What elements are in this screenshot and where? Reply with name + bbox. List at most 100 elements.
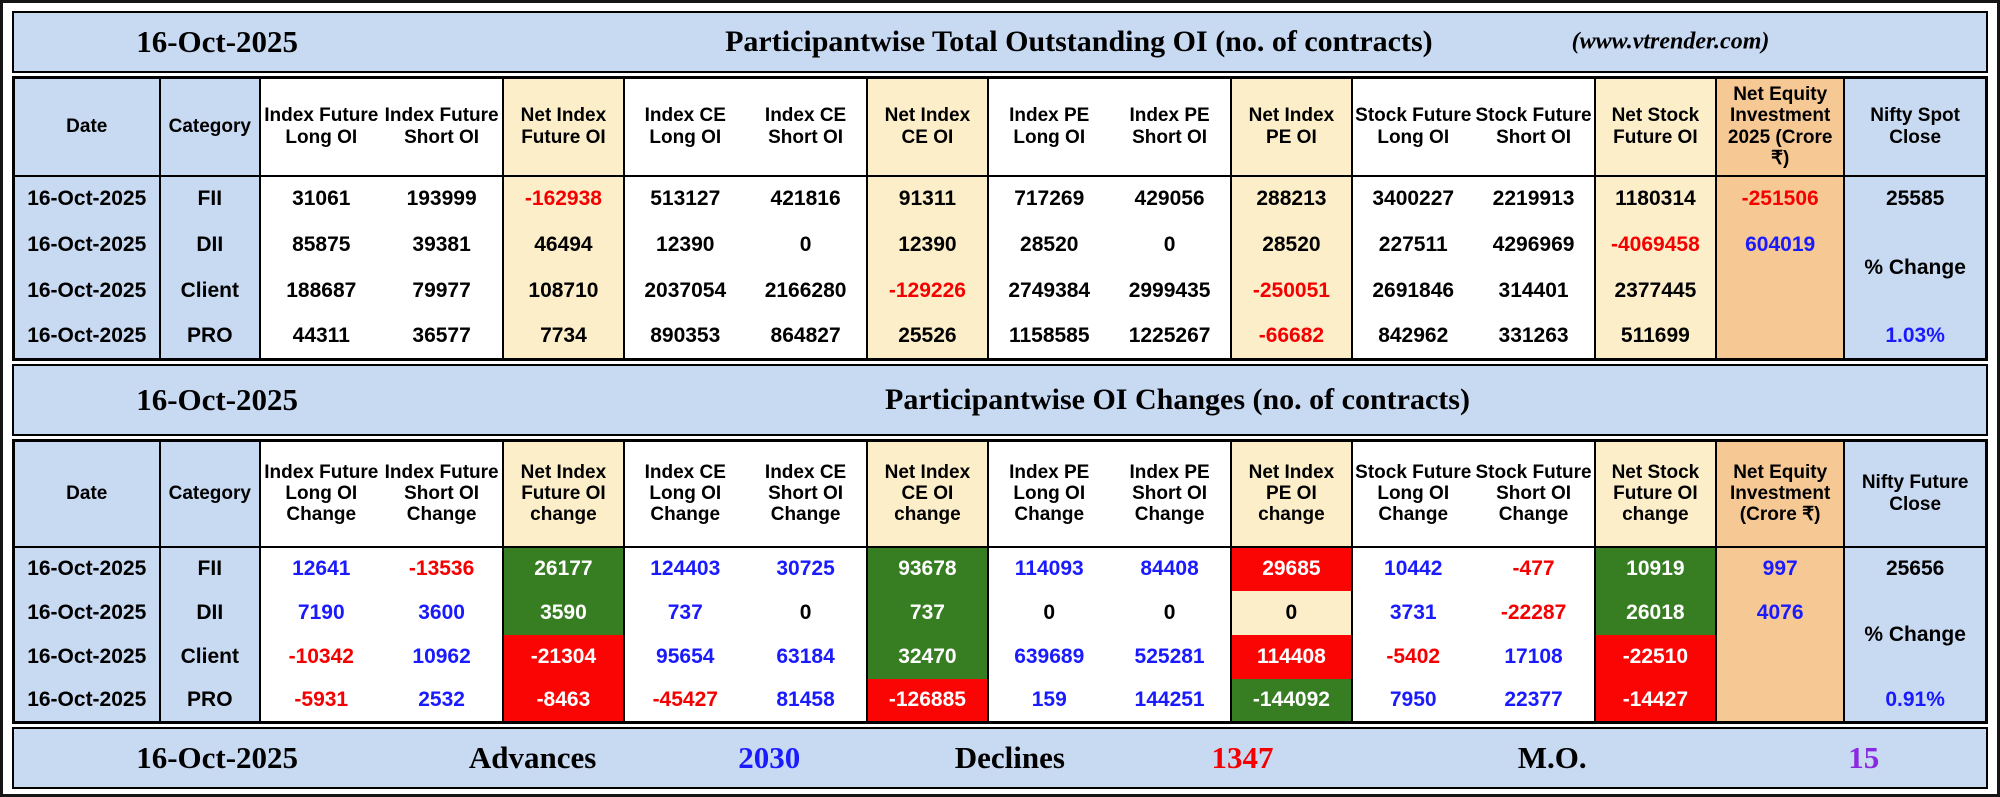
table-cell: -144092 bbox=[1229, 678, 1353, 723]
table-cell: 91311 bbox=[865, 175, 989, 222]
table-cell: 7950 bbox=[1351, 678, 1474, 723]
table-cell: 16-Oct-2025 bbox=[13, 221, 160, 268]
table-cell: FII bbox=[158, 546, 261, 591]
column-header: Net Stock Future OI bbox=[1593, 77, 1717, 177]
column-header: Category bbox=[158, 77, 261, 177]
table-cell: 114093 bbox=[987, 546, 1110, 591]
table-cell: 32470 bbox=[865, 634, 989, 679]
column-header: Net Index CE OI change bbox=[865, 440, 989, 548]
column-header: Index PE Long OI bbox=[987, 77, 1110, 177]
column-header: Index Future Short OI Change bbox=[381, 440, 503, 548]
mo-value: 15 bbox=[1848, 740, 1880, 775]
table-cell: 159 bbox=[987, 678, 1110, 723]
column-header: Index PE Short OI bbox=[1109, 77, 1231, 177]
column-header: Nifty Future Close bbox=[1843, 440, 1987, 548]
table-cell: 26177 bbox=[501, 546, 625, 591]
table-cell: 16-Oct-2025 bbox=[13, 634, 160, 679]
table-cell: -14427 bbox=[1593, 678, 1717, 723]
advances-value: 2030 bbox=[738, 740, 801, 775]
outstanding-oi-table: Date Category Index Future Long OI Index… bbox=[12, 76, 1988, 361]
table-cell: 3731 bbox=[1351, 590, 1474, 635]
column-header: Nifty Spot Close bbox=[1843, 77, 1987, 177]
table-cell: 0 bbox=[987, 590, 1110, 635]
table-row: 16-Oct-2025 PRO -5931 2532 -8463 -45427 … bbox=[13, 678, 1987, 723]
table-cell: -22510 bbox=[1593, 634, 1717, 679]
column-header: Index CE Long OI bbox=[623, 77, 746, 177]
table-cell: 114408 bbox=[1229, 634, 1353, 679]
table-cell: 16-Oct-2025 bbox=[13, 546, 160, 591]
table-cell: 28520 bbox=[1229, 221, 1353, 268]
table-cell: 28520 bbox=[987, 221, 1110, 268]
table-cell: 2532 bbox=[381, 678, 503, 723]
table-cell: 717269 bbox=[987, 175, 1110, 222]
table-cell: 0 bbox=[1229, 590, 1353, 635]
table-cell: DII bbox=[158, 590, 261, 635]
table-cell: -251506 bbox=[1715, 175, 1845, 222]
column-header: Stock Future Short OI Change bbox=[1473, 440, 1595, 548]
table-cell: 1158585 bbox=[987, 313, 1110, 360]
table-header-row: Date Category Index Future Long OI Index… bbox=[13, 77, 1987, 177]
table-cell: 525281 bbox=[1109, 634, 1231, 679]
table-cell: 12390 bbox=[865, 221, 989, 268]
table-cell: 2166280 bbox=[745, 267, 867, 314]
table-cell: -162938 bbox=[501, 175, 625, 222]
table-row: 16-Oct-2025 FII 31061 193999 -162938 513… bbox=[13, 175, 1987, 222]
column-header: Net Index PE OI bbox=[1229, 77, 1353, 177]
pct-change-value: 1.03% bbox=[1843, 313, 1987, 360]
table-cell: 108710 bbox=[501, 267, 625, 314]
table-cell: 31061 bbox=[259, 175, 382, 222]
report-date: 16-Oct-2025 bbox=[136, 24, 299, 59]
table-cell: 84408 bbox=[1109, 546, 1231, 591]
table-cell: Client bbox=[158, 634, 261, 679]
column-header: Index Future Long OI Change bbox=[259, 440, 382, 548]
report-date: 16-Oct-2025 bbox=[136, 382, 299, 417]
site-url: (www.vtrender.com) bbox=[1571, 28, 1770, 55]
changes-title: Participantwise OI Changes (no. of contr… bbox=[884, 383, 1470, 416]
column-header: Net Equity Investment (Crore ₹) bbox=[1715, 440, 1845, 548]
table-row: 16-Oct-2025 Client -10342 10962 -21304 9… bbox=[13, 634, 1987, 723]
table-cell: 2999435 bbox=[1109, 267, 1231, 314]
table-cell: 188687 bbox=[259, 267, 382, 314]
table-cell: DII bbox=[158, 221, 261, 268]
table-cell: 604019 bbox=[1715, 221, 1845, 268]
table-cell: 16-Oct-2025 bbox=[13, 590, 160, 635]
column-header: Net Index CE OI bbox=[865, 77, 989, 177]
table-cell: -22287 bbox=[1473, 590, 1595, 635]
table-cell: 95654 bbox=[623, 634, 746, 679]
table-cell: 3600 bbox=[381, 590, 503, 635]
mo-label: M.O. bbox=[1517, 740, 1587, 775]
pct-change-label: % Change bbox=[1843, 221, 1987, 314]
table-cell: 79977 bbox=[381, 267, 503, 314]
table-cell: 16-Oct-2025 bbox=[13, 678, 160, 723]
pct-change-value: 0.91% bbox=[1843, 678, 1987, 723]
table-cell: FII bbox=[158, 175, 261, 222]
table-cell: 3590 bbox=[501, 590, 625, 635]
table-cell: 144251 bbox=[1109, 678, 1231, 723]
table-cell: 227511 bbox=[1351, 221, 1474, 268]
changes-title-bar: 16-Oct-2025 Participantwise OI Changes (… bbox=[12, 364, 1988, 436]
column-header: Stock Future Long OI Change bbox=[1351, 440, 1474, 548]
table-cell: 288213 bbox=[1229, 175, 1353, 222]
table-cell: 1180314 bbox=[1593, 175, 1717, 222]
column-header: Index PE Long OI Change bbox=[987, 440, 1110, 548]
table-cell: -5402 bbox=[1351, 634, 1474, 679]
table-cell: 2691846 bbox=[1351, 267, 1474, 314]
column-header: Net Equity Investment 2025 (Crore ₹) bbox=[1715, 77, 1845, 177]
table-cell: 12641 bbox=[259, 546, 382, 591]
table-cell: PRO bbox=[158, 678, 261, 723]
table-cell: 3400227 bbox=[1351, 175, 1474, 222]
table-cell: 421816 bbox=[745, 175, 867, 222]
table-cell: 16-Oct-2025 bbox=[13, 313, 160, 360]
column-header: Net Index Future OI change bbox=[501, 440, 625, 548]
table-cell: 737 bbox=[623, 590, 746, 635]
top-title-bar: 16-Oct-2025 Participantwise Total Outsta… bbox=[12, 11, 1988, 73]
table-cell: 63184 bbox=[745, 634, 867, 679]
table-row: 16-Oct-2025 FII 12641 -13536 26177 12440… bbox=[13, 546, 1987, 591]
table-cell: 29685 bbox=[1229, 546, 1353, 591]
column-header: Index CE Short OI Change bbox=[745, 440, 867, 548]
table-cell: 193999 bbox=[381, 175, 503, 222]
table-cell: 842962 bbox=[1351, 313, 1474, 360]
table-cell: 10919 bbox=[1593, 546, 1717, 591]
table-cell: -5931 bbox=[259, 678, 382, 723]
